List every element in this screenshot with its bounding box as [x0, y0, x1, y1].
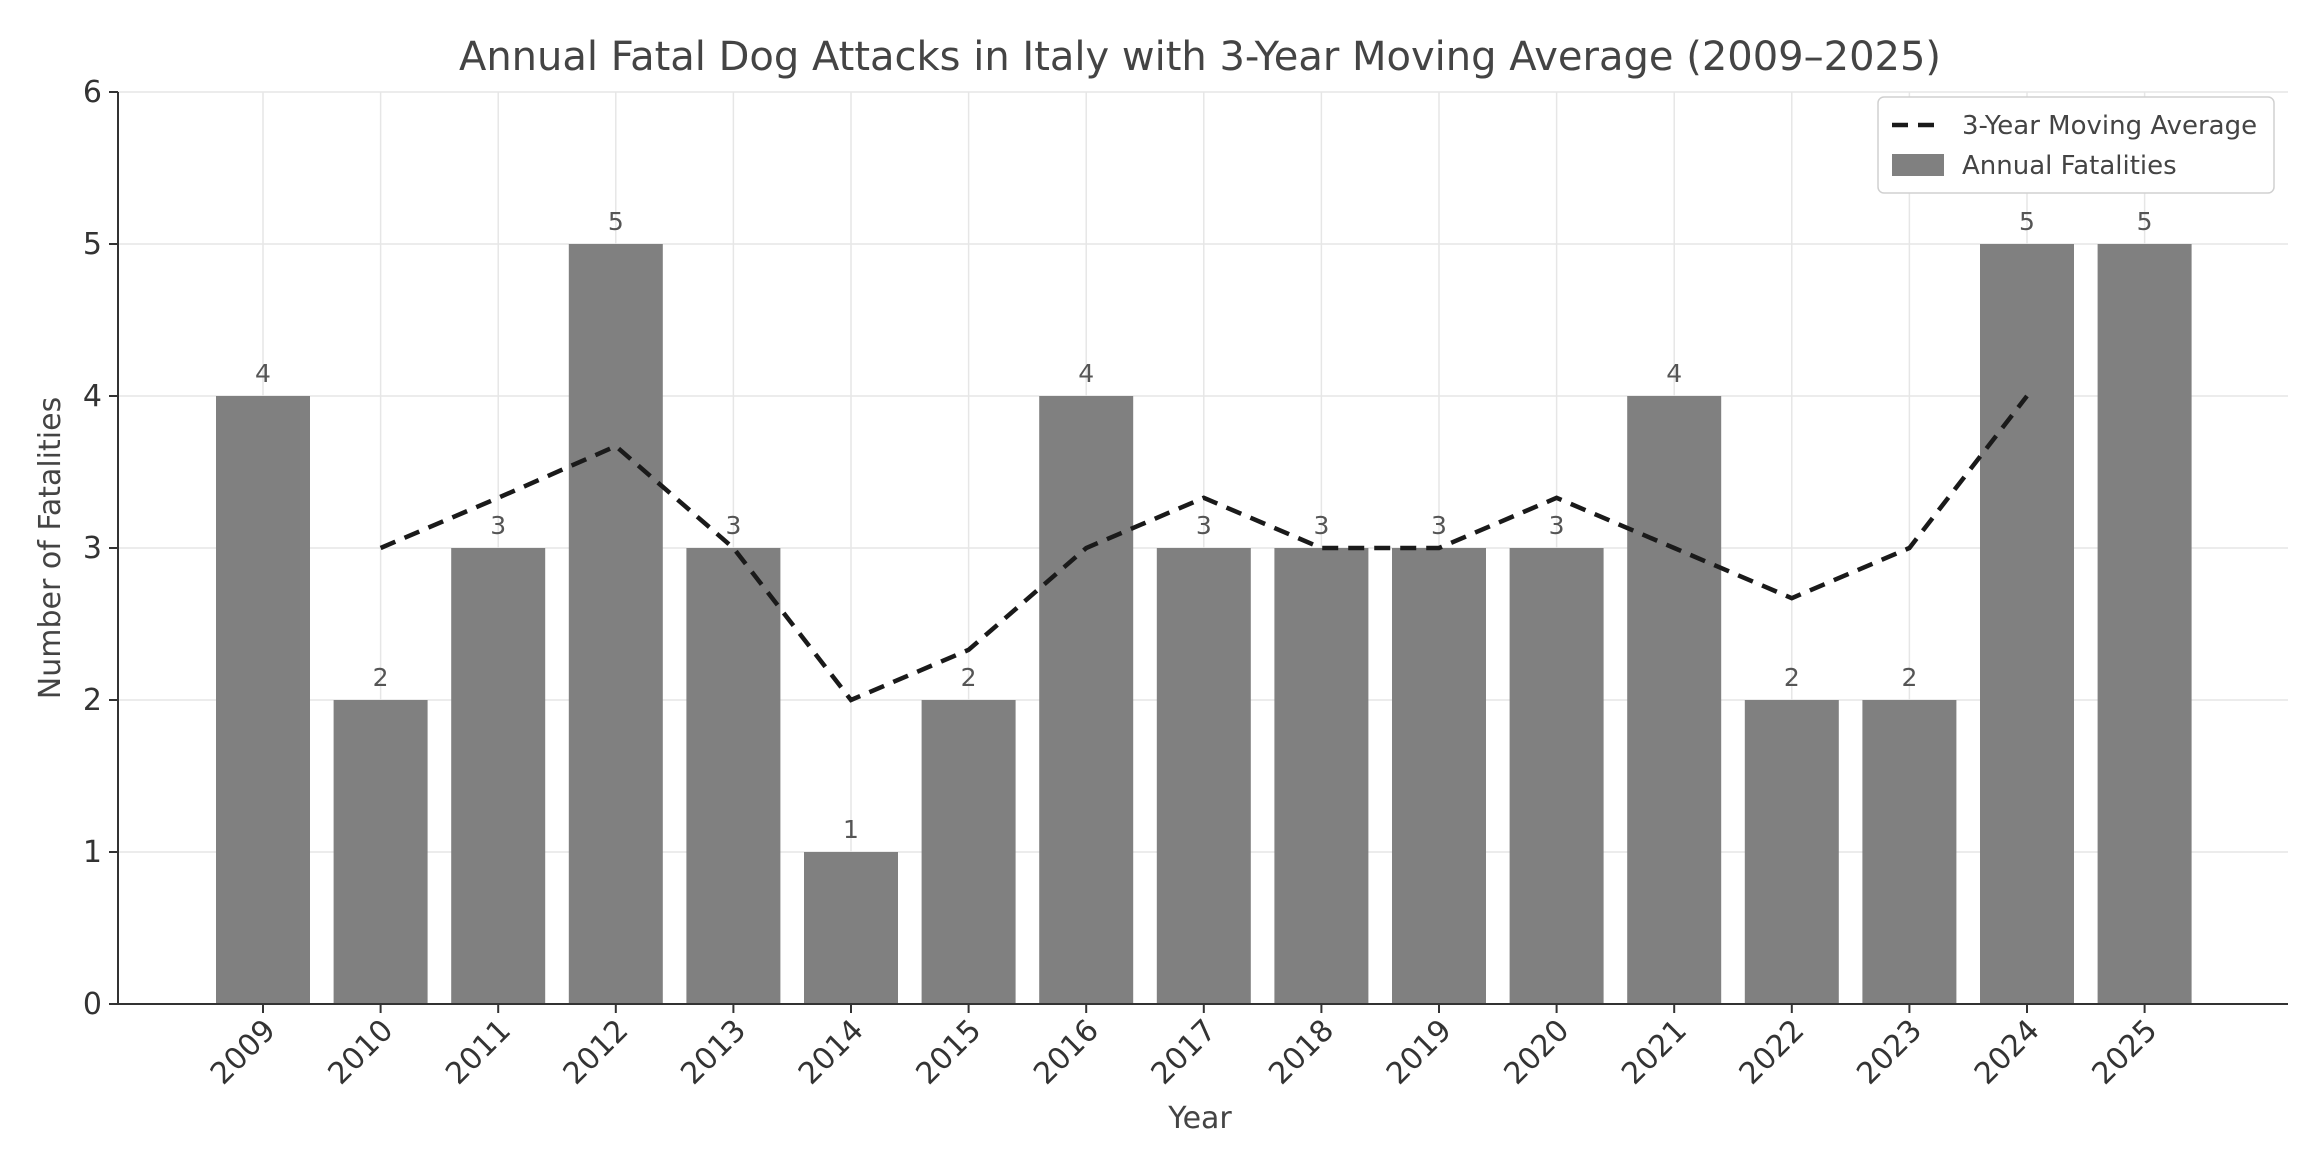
- x-tick-label: 2023: [1850, 1013, 1929, 1092]
- legend-box: [1877, 96, 2275, 194]
- legend-label-annual-fatalities: Annual Fatalities: [1962, 151, 2177, 181]
- bar-2011: [451, 548, 546, 1004]
- x-tick-label: 2017: [1145, 1013, 1224, 1092]
- bar-value-label: 3: [725, 511, 741, 540]
- y-tick-label: 0: [83, 987, 102, 1022]
- bar-value-label: 2: [961, 663, 977, 692]
- bar-2009: [216, 396, 310, 1004]
- bar-2017: [1156, 548, 1251, 1004]
- x-tick-label: 2019: [1380, 1013, 1459, 1092]
- moving-average-line: [379, 394, 2029, 703]
- bar-value-label: 3: [1431, 511, 1447, 540]
- x-tick-label: 2013: [674, 1013, 753, 1092]
- bar-value-label: 2: [1901, 663, 1917, 692]
- x-axis-label: Year: [1167, 1101, 1232, 1136]
- bar-2019: [1392, 548, 1486, 1004]
- y-axis-label: Number of Fatalities: [33, 397, 68, 699]
- bar-value-label: 3: [1196, 511, 1212, 540]
- y-tick-label: 5: [83, 227, 102, 262]
- bar-value-label: 5: [2137, 207, 2153, 236]
- y-tick-label: 2: [83, 683, 102, 718]
- y-tick-label: 3: [83, 531, 102, 566]
- bar-2014: [804, 852, 898, 1004]
- x-tick-label: 2010: [322, 1013, 401, 1092]
- bar-2023: [1862, 700, 1957, 1004]
- bar-2024: [1980, 244, 2074, 1004]
- bar-value-label: 3: [490, 511, 506, 540]
- bar-2012: [568, 244, 663, 1004]
- y-tick-label: 1: [83, 835, 102, 870]
- bar-value-label: 3: [1313, 511, 1329, 540]
- bar-2018: [1274, 548, 1369, 1004]
- bar-value-label: 1: [843, 815, 859, 844]
- bar-value-label: 5: [608, 207, 624, 236]
- x-tick-label: 2025: [2086, 1013, 2165, 1092]
- y-tick-label: 4: [83, 379, 102, 414]
- chart-title: Annual Fatal Dog Attacks in Italy with 3…: [459, 34, 1941, 80]
- bar-value-label: 4: [1078, 359, 1094, 388]
- bar-2010: [333, 700, 428, 1004]
- bar-2013: [686, 548, 781, 1004]
- x-tick-label: 2016: [1027, 1013, 1106, 1092]
- x-tick-label: 2009: [204, 1013, 283, 1092]
- bar-2016: [1039, 396, 1134, 1004]
- bar-2015: [921, 700, 1016, 1004]
- y-tick-label: 6: [83, 75, 102, 110]
- x-tick-label: 2015: [910, 1013, 989, 1092]
- bar-value-label: 2: [373, 663, 389, 692]
- bar-value-label: 3: [1549, 511, 1565, 540]
- bar-value-label: 5: [2019, 207, 2035, 236]
- x-tick-label: 2020: [1498, 1013, 1577, 1092]
- legend-label-moving-average: 3-Year Moving Average: [1962, 111, 2257, 141]
- x-tick-label: 2022: [1733, 1013, 1812, 1092]
- bar-2021: [1627, 396, 1722, 1004]
- bar-value-label: 4: [255, 359, 271, 388]
- bar-2020: [1509, 548, 1604, 1004]
- x-tick-label: 2021: [1615, 1013, 1694, 1092]
- x-tick-label: 2014: [792, 1013, 871, 1092]
- bar-value-label: 2: [1784, 663, 1800, 692]
- legend: 3-Year Moving Average Annual Fatalities: [1877, 96, 2275, 194]
- bar-2025: [2097, 244, 2192, 1004]
- x-tick-label: 2018: [1262, 1013, 1341, 1092]
- x-tick-label: 2024: [1968, 1013, 2047, 1092]
- x-tick-label: 2011: [439, 1013, 518, 1092]
- bar-value-label: 4: [1666, 359, 1682, 388]
- x-tick-label: 2012: [557, 1013, 636, 1092]
- bar-2022: [1744, 700, 1839, 1004]
- legend-bar-swatch: [1892, 154, 1944, 176]
